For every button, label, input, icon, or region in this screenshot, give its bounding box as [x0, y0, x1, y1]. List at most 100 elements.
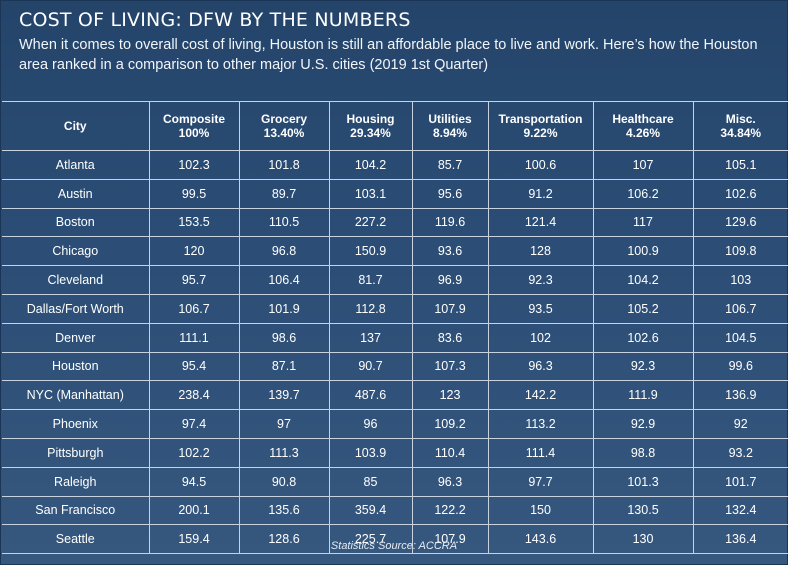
- value-cell: 107.9: [411, 293, 489, 324]
- value-cell: 104.5: [692, 322, 788, 353]
- city-cell: Pittsburgh: [2, 437, 150, 468]
- column-header-grocery: Grocery 13.40%: [238, 101, 330, 151]
- value-cell: 99.5: [148, 178, 240, 209]
- value-cell: 139.7: [238, 380, 330, 411]
- city-cell: San Francisco: [2, 495, 150, 526]
- value-cell: 105.1: [692, 150, 788, 180]
- city-cell: Phoenix: [2, 409, 150, 439]
- value-cell: 100.6: [487, 150, 594, 180]
- value-cell: 95.7: [148, 265, 240, 295]
- value-cell: 120: [148, 236, 240, 267]
- value-cell: 109.2: [411, 409, 489, 439]
- value-cell: 102.2: [148, 437, 240, 468]
- city-cell: Seattle: [2, 524, 150, 555]
- value-cell: 90.7: [328, 351, 413, 382]
- column-header-label: Housing: [346, 112, 395, 126]
- city-cell: Boston: [2, 207, 150, 238]
- header: COST OF LIVING: DFW BY THE NUMBERS When …: [1, 1, 787, 93]
- value-cell: 227.2: [328, 207, 413, 238]
- value-cell: 103.9: [328, 437, 413, 468]
- value-cell: 200.1: [148, 495, 240, 526]
- city-cell: Atlanta: [2, 150, 150, 180]
- value-cell: 99.6: [692, 351, 788, 382]
- value-cell: 487.6: [328, 380, 413, 411]
- value-cell: 110.5: [238, 207, 330, 238]
- value-cell: 92.9: [592, 409, 694, 439]
- value-cell: 142.2: [487, 380, 594, 411]
- value-cell: 136.4: [692, 524, 788, 555]
- city-cell: Cleveland: [2, 265, 150, 295]
- value-cell: 96.9: [411, 265, 489, 295]
- column-header-label: Misc.: [725, 112, 756, 126]
- value-cell: 109.8: [692, 236, 788, 267]
- column-header-label: Healthcare: [612, 112, 674, 126]
- value-cell: 97: [238, 409, 330, 439]
- cost-of-living-table: City Composite 100% Grocery 13.40% Housing 29.…: [2, 101, 788, 555]
- value-cell: 128: [487, 236, 594, 267]
- table-body: Atlanta 102.3 101.8 104.2 85.7 100.6 107 105.1 A…: [2, 150, 788, 555]
- table-row: Seattle 159.4 128.6 225.7 107.9 143.6 130 136.4: [2, 524, 788, 555]
- value-cell: 122.2: [411, 495, 489, 526]
- value-cell: 93.6: [411, 236, 489, 267]
- value-cell: 92.3: [487, 265, 594, 295]
- table-row: Atlanta 102.3 101.8 104.2 85.7 100.6 107 105.1: [2, 150, 788, 180]
- column-header-label: Utilities: [428, 112, 472, 126]
- table-row: Pittsburgh 102.2 111.3 103.9 110.4 111.4 98.8 9…: [2, 437, 788, 468]
- value-cell: 103: [692, 265, 788, 295]
- value-cell: 98.8: [592, 437, 694, 468]
- value-cell: 83.6: [411, 322, 489, 353]
- value-cell: 85.7: [411, 150, 489, 180]
- value-cell: 95.6: [411, 178, 489, 209]
- column-header-weight: 29.34%: [350, 126, 391, 140]
- city-cell: Chicago: [2, 236, 150, 267]
- value-cell: 128.6: [238, 524, 330, 555]
- column-header-label: Composite: [162, 112, 225, 126]
- value-cell: 93.2: [692, 437, 788, 468]
- value-cell: 159.4: [148, 524, 240, 555]
- value-cell: 96.8: [238, 236, 330, 267]
- column-header-weight: 100%: [178, 126, 210, 140]
- value-cell: 105.2: [592, 293, 694, 324]
- value-cell: 102.6: [592, 322, 694, 353]
- value-cell: 97.4: [148, 409, 240, 439]
- column-header-label: Transportation: [498, 112, 583, 126]
- column-header-weight: 4.26%: [625, 126, 661, 140]
- value-cell: 101.9: [238, 293, 330, 324]
- source-note: Statistics Source: ACCRA: [330, 540, 458, 552]
- value-cell: 132.4: [692, 495, 788, 526]
- value-cell: 153.5: [148, 207, 240, 238]
- value-cell: 101.3: [592, 466, 694, 497]
- value-cell: 102.3: [148, 150, 240, 180]
- city-cell: Denver: [2, 322, 150, 353]
- column-header-misc: Misc. 34.84%: [692, 101, 788, 151]
- value-cell: 121.4: [487, 207, 594, 238]
- value-cell: 106.7: [148, 293, 240, 324]
- column-header-composite: Composite 100%: [148, 101, 240, 151]
- value-cell: 89.7: [238, 178, 330, 209]
- value-cell: 96: [328, 409, 413, 439]
- table-row: Dallas/Fort Worth 106.7 101.9 112.8 107.9 93.…: [2, 293, 788, 324]
- value-cell: 95.4: [148, 351, 240, 382]
- table-header-row: City Composite 100% Grocery 13.40% Housing 29.…: [2, 101, 788, 151]
- value-cell: 90.8: [238, 466, 330, 497]
- column-header-transportation: Transportation 9.22%: [487, 101, 594, 151]
- value-cell: 130: [592, 524, 694, 555]
- value-cell: 97.7: [487, 466, 594, 497]
- value-cell: 106.4: [238, 265, 330, 295]
- value-cell: 101.7: [692, 466, 788, 497]
- value-cell: 112.8: [328, 293, 413, 324]
- column-header-city: City: [2, 101, 150, 151]
- value-cell: 104.2: [592, 265, 694, 295]
- city-cell: Houston: [2, 351, 150, 382]
- column-header-weight: 8.94%: [432, 126, 468, 140]
- value-cell: 91.2: [487, 178, 594, 209]
- value-cell: 101.8: [238, 150, 330, 180]
- table-row: Boston 153.5 110.5 227.2 119.6 121.4 117 129.6: [2, 207, 788, 238]
- column-header-weight: 13.40%: [263, 126, 305, 140]
- column-header-weight: 34.84%: [720, 126, 762, 140]
- page-title: COST OF LIVING: DFW BY THE NUMBERS: [19, 9, 411, 31]
- table-row: Chicago 120 96.8 150.9 93.6 128 100.9 109.8: [2, 236, 788, 267]
- value-cell: 117: [592, 207, 694, 238]
- table-row: Houston 95.4 87.1 90.7 107.3 96.3 92.3 99.6: [2, 351, 788, 382]
- table-row: Phoenix 97.4 97 96 109.2 113.2 92.9 92: [2, 409, 788, 439]
